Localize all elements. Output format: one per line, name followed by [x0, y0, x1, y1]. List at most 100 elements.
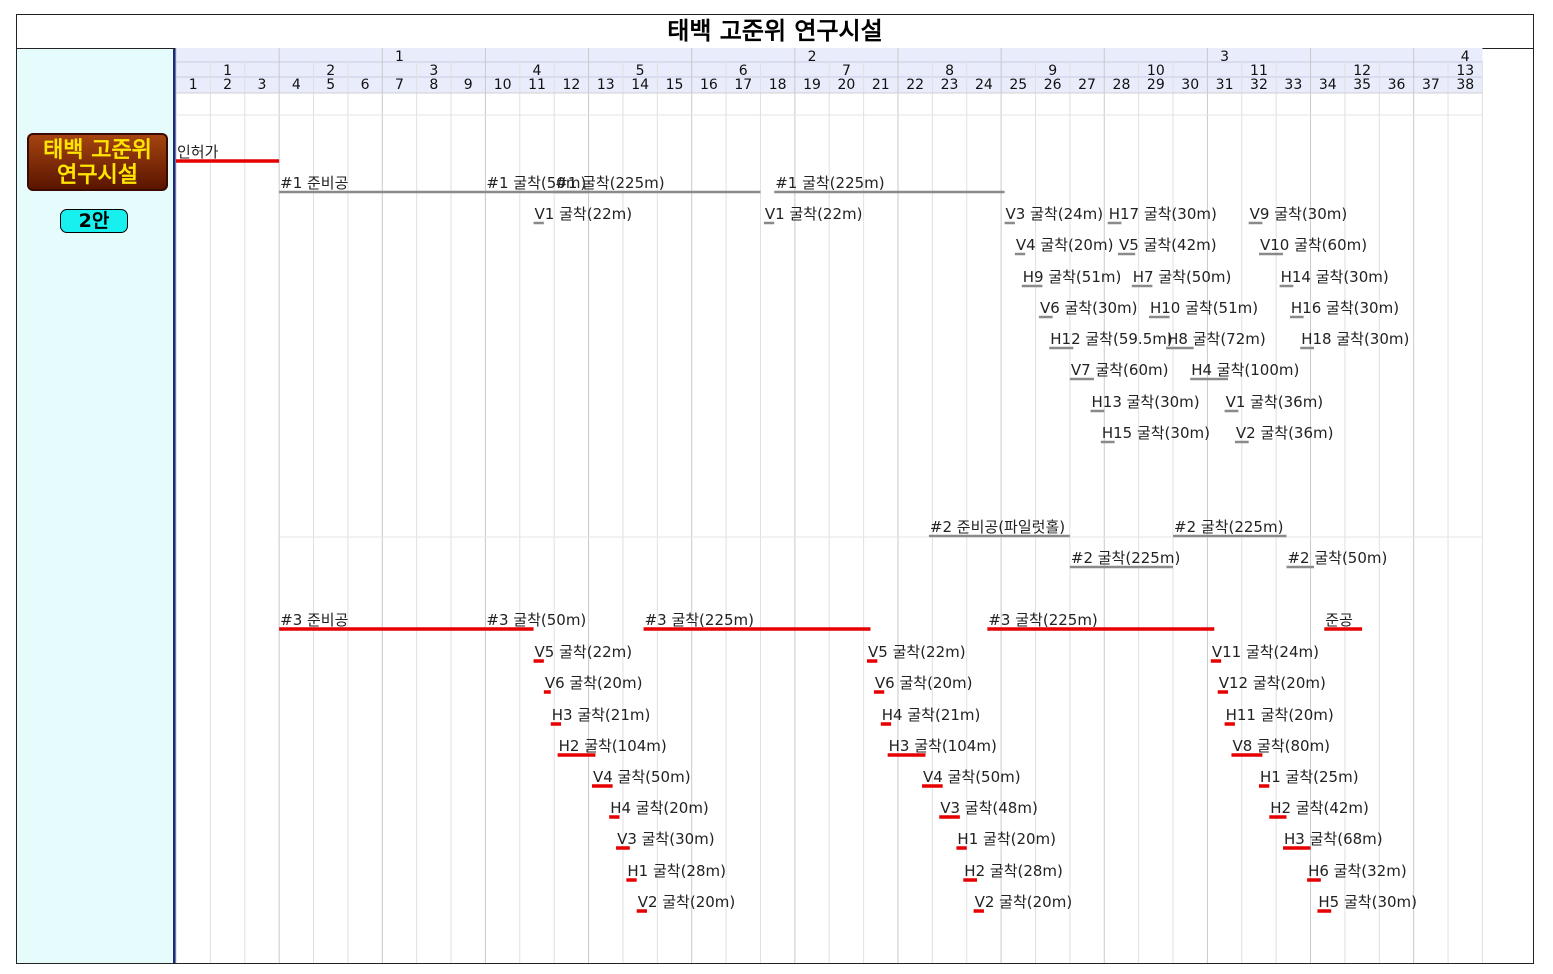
month-label: 37 — [1422, 77, 1440, 93]
month-label: 29 — [1147, 77, 1165, 93]
task-label: V1 굴착(22m) — [535, 205, 633, 223]
task-label: #2 굴착(225m) — [1071, 549, 1180, 567]
task-label: H3 굴착(104m) — [889, 737, 997, 755]
task-label: H6 굴착(32m) — [1308, 862, 1407, 880]
task-label: H18 굴착(30m) — [1301, 330, 1409, 348]
month-label: 7 — [395, 77, 404, 93]
task-label: V7 굴착(60m) — [1071, 361, 1169, 379]
task-label: 인허가 — [177, 143, 219, 161]
task-label: #3 굴착(225m) — [988, 611, 1097, 629]
task-label: H4 굴착(100m) — [1191, 361, 1299, 379]
month-label: 31 — [1216, 77, 1234, 93]
month-label: 26 — [1044, 77, 1062, 93]
month-label: 16 — [700, 77, 718, 93]
month-label: 15 — [666, 77, 684, 93]
month-label: 35 — [1353, 77, 1371, 93]
month-label: 2 — [223, 77, 232, 93]
task-label: V4 굴착(20m) — [1016, 236, 1114, 254]
month-label: 13 — [597, 77, 615, 93]
year-label: 1 — [395, 49, 404, 65]
month-label: 38 — [1456, 77, 1474, 93]
month-label: 3 — [257, 77, 266, 93]
task-label: #2 준비공(파일럿홀) — [930, 518, 1065, 536]
month-label: 19 — [803, 77, 821, 93]
task-label: H2 굴착(28m) — [964, 862, 1063, 880]
task-label: H11 굴착(20m) — [1226, 706, 1334, 724]
month-label: 9 — [464, 77, 473, 93]
month-label: 10 — [494, 77, 512, 93]
task-label: V12 굴착(20m) — [1219, 674, 1326, 692]
task-label: #2 굴착(225m) — [1174, 518, 1283, 536]
task-label: V2 굴착(36m) — [1236, 424, 1334, 442]
month-label: 5 — [326, 77, 335, 93]
month-label: 8 — [429, 77, 438, 93]
task-label: 준공 — [1325, 611, 1353, 629]
task-label: #2 굴착(50m) — [1287, 549, 1387, 567]
task-label: V5 굴착(22m) — [535, 643, 633, 661]
task-label: H14 굴착(30m) — [1281, 268, 1389, 286]
task-label: H4 굴착(20m) — [610, 799, 709, 817]
year-label: 3 — [1220, 49, 1229, 65]
month-label: 24 — [975, 77, 993, 93]
task-label: H1 굴착(20m) — [957, 830, 1056, 848]
task-label: V9 굴착(30m) — [1250, 205, 1348, 223]
month-label: 22 — [906, 77, 924, 93]
task-label: #3 굴착(50m) — [486, 611, 586, 629]
task-label: H3 굴착(21m) — [552, 706, 651, 724]
month-label: 27 — [1078, 77, 1096, 93]
month-label: 4 — [292, 77, 301, 93]
task-label: V5 굴착(22m) — [868, 643, 966, 661]
task-label: H16 굴착(30m) — [1291, 299, 1399, 317]
task-label: H12 굴착(59.5m) — [1050, 330, 1172, 348]
task-label: V3 굴착(30m) — [617, 830, 715, 848]
task-label: V2 굴착(20m) — [638, 893, 736, 911]
task-label: #1 굴착(225m) — [555, 174, 664, 192]
task-label: V3 굴착(48m) — [940, 799, 1038, 817]
task-label: H13 굴착(30m) — [1092, 393, 1200, 411]
task-label: H17 굴착(30m) — [1109, 205, 1217, 223]
task-label: H15 굴착(30m) — [1102, 424, 1210, 442]
task-label: #3 굴착(225m) — [645, 611, 754, 629]
task-label: V3 굴착(24m) — [1006, 205, 1104, 223]
task-label: H9 굴착(51m) — [1023, 268, 1122, 286]
month-label: 34 — [1319, 77, 1337, 93]
task-label: H10 굴착(51m) — [1150, 299, 1258, 317]
month-label: 28 — [1113, 77, 1131, 93]
month-label: 14 — [631, 77, 649, 93]
month-label: 20 — [837, 77, 855, 93]
task-label: V1 굴착(36m) — [1226, 393, 1324, 411]
task-label: V4 굴착(50m) — [593, 768, 691, 786]
task-bars: 인허가#1 준비공 #1 굴착(50m)#1 굴착(225m) #1 굴착(225m… — [176, 143, 1417, 911]
task-label: H7 굴착(50m) — [1133, 268, 1232, 286]
task-label: #1 준비공 — [280, 174, 348, 192]
task-label: V4 굴착(50m) — [923, 768, 1021, 786]
task-label: H1 굴착(28m) — [627, 862, 726, 880]
gantt-chart: 1 2 3 41 2 3 4 5 6 7 8 9 10 11 12 131 2 3 4 5 6 7 8 9 10 11 12 13 14… — [17, 15, 1534, 964]
month-label: 6 — [361, 77, 370, 93]
task-label: V2 굴착(20m) — [975, 893, 1073, 911]
task-label: V6 굴착(20m) — [545, 674, 643, 692]
task-label: H1 굴착(25m) — [1260, 768, 1359, 786]
month-label: 1 — [189, 77, 198, 93]
month-label: 33 — [1284, 77, 1302, 93]
task-label: H3 굴착(68m) — [1284, 830, 1383, 848]
task-label: #3 준비공 — [280, 611, 348, 629]
month-label: 21 — [872, 77, 890, 93]
month-label: 11 — [528, 77, 546, 93]
task-label: #1 굴착(225m) — [775, 174, 884, 192]
month-label: 17 — [734, 77, 752, 93]
task-label: V1 굴착(22m) — [765, 205, 863, 223]
task-label: H8 굴착(72m) — [1167, 330, 1266, 348]
task-label: V5 굴착(42m) — [1119, 236, 1217, 254]
month-label: 18 — [769, 77, 787, 93]
month-label: 36 — [1388, 77, 1406, 93]
year-label: 2 — [808, 49, 817, 65]
task-label: H4 굴착(21m) — [882, 706, 981, 724]
task-label: V11 굴착(24m) — [1212, 643, 1319, 661]
task-label: V6 굴착(30m) — [1040, 299, 1138, 317]
task-label: H2 굴착(42m) — [1270, 799, 1369, 817]
task-label: H2 굴착(104m) — [559, 737, 667, 755]
month-label: 32 — [1250, 77, 1268, 93]
task-label: V8 굴착(80m) — [1232, 737, 1330, 755]
